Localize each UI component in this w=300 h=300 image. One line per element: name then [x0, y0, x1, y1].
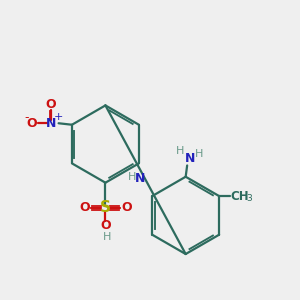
Text: N: N — [185, 152, 195, 165]
Text: H: H — [195, 149, 203, 160]
Text: CH: CH — [231, 190, 249, 202]
Text: -: - — [24, 111, 29, 124]
Text: +: + — [54, 112, 63, 122]
Text: H: H — [103, 232, 111, 242]
Text: O: O — [26, 117, 37, 130]
Text: S: S — [100, 200, 111, 215]
Text: 3: 3 — [247, 194, 252, 203]
Text: N: N — [46, 117, 56, 130]
Text: H: H — [176, 146, 184, 157]
Text: O: O — [46, 98, 56, 111]
Text: O: O — [121, 202, 131, 214]
Text: N: N — [135, 172, 146, 185]
Text: H: H — [128, 172, 136, 182]
Text: O: O — [100, 219, 111, 232]
Text: O: O — [79, 202, 90, 214]
